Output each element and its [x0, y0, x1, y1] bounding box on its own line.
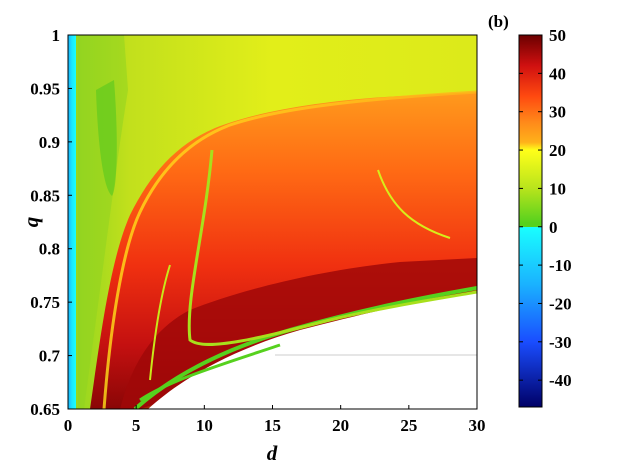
- colorbar-tick-label: -20: [549, 294, 572, 313]
- colorbar-tick-label: 30: [549, 103, 566, 122]
- y-axis: 0.65 0.7 0.75 0.8 0.85 0.9 0.95 1: [30, 26, 72, 419]
- colorbar-tick-label: -10: [549, 256, 572, 275]
- colorbar-ticks: 50 40 30 20 10 0 -10 -20 -30 -40: [519, 26, 572, 390]
- colorbar-tick-label: 0: [549, 218, 558, 237]
- x-tick-label: 0: [64, 416, 73, 435]
- y-tick-label: 0.7: [39, 347, 61, 366]
- y-tick-label: 0.75: [30, 293, 60, 312]
- x-axis: 0 5 10 15 20 25 30: [64, 405, 486, 435]
- colorbar-tick-label: 50: [549, 26, 566, 45]
- plot-area: [68, 35, 477, 409]
- periodic-window-curve-3: [377, 169, 451, 239]
- chaotic-edge: [102, 90, 477, 409]
- colorbar-tick-label: 40: [549, 64, 566, 83]
- x-tick-label: 5: [132, 416, 141, 435]
- y-tick-label: 0.95: [30, 79, 60, 98]
- colorbar-tick-label: 10: [549, 179, 566, 198]
- y-tick-label: 0.65: [30, 400, 60, 419]
- colorbar-tick-label: -30: [549, 333, 572, 352]
- x-tick-label: 10: [196, 416, 213, 435]
- periodic-window-curve: [187, 149, 477, 346]
- colorbar-tick-label: 20: [549, 141, 566, 160]
- periodic-window-curve-2: [149, 264, 171, 381]
- green-curve-lower: [139, 343, 281, 402]
- x-tick-label: 30: [469, 416, 486, 435]
- y-tick-label: 0.85: [30, 186, 60, 205]
- colorbar: [518, 34, 543, 408]
- y-tick-label: 1: [52, 26, 61, 45]
- y-tick-label: 0.9: [39, 133, 60, 152]
- x-axis-title: d: [267, 441, 278, 465]
- green-loop: [96, 80, 117, 196]
- x-tick-label: 20: [332, 416, 349, 435]
- y-axis-title: q: [19, 217, 43, 228]
- colorbar-tick-label: -40: [549, 371, 572, 390]
- panel-label: (b): [488, 12, 509, 31]
- x-tick-label: 25: [400, 416, 417, 435]
- x-tick-label: 15: [264, 416, 281, 435]
- y-tick-label: 0.8: [39, 240, 60, 259]
- divergent-region: [148, 292, 477, 409]
- left-stripe: [68, 35, 76, 409]
